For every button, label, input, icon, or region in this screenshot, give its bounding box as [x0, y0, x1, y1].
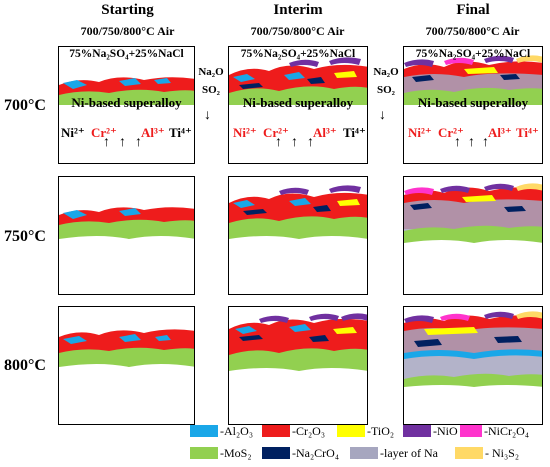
legend-label: -NiCr₂O₄	[484, 423, 530, 438]
panel-starting-750	[58, 176, 195, 295]
up-arrow-1: ↑	[275, 135, 282, 150]
up-arrow-2: ↑	[119, 135, 126, 150]
salt-label: 75%Na₂SO₄+25%NaCl	[415, 48, 531, 60]
column-subtitle-final: 700/750/800°C Air	[425, 24, 520, 38]
up-arrow-3: ↑	[482, 135, 489, 150]
ion-ti: Ti⁴⁺	[343, 125, 366, 140]
legend-item-nio: -NiO	[403, 424, 458, 438]
panel-final-800	[403, 306, 543, 425]
column-title-interim: Interim	[273, 2, 323, 18]
ion-ni: Ni²⁺	[408, 125, 432, 140]
up-arrow-3: ↑	[135, 135, 142, 150]
panel-starting-700: 75%Na₂SO₄+25%NaCl Ni-based superalloy Ni…	[58, 46, 195, 164]
legend-swatch	[190, 447, 218, 459]
legend-swatch	[190, 425, 218, 437]
panel-final-750	[403, 176, 543, 295]
up-arrow-3: ↑	[307, 135, 314, 150]
ion-al: Al³⁺	[141, 125, 165, 140]
alloy-label: Ni-based superalloy	[71, 95, 182, 110]
gas-na2o: Na₂O	[198, 66, 224, 78]
ion-cr: Cr²⁺	[91, 125, 117, 140]
ion-cr: Cr²⁺	[438, 125, 464, 140]
row-label-800: 800°C	[4, 357, 46, 374]
legend-label: -TiO₂	[367, 423, 395, 438]
ion-cr: Cr²⁺	[263, 125, 289, 140]
down-arrow-right: ↓	[379, 108, 386, 123]
legend-label: -NiO	[433, 423, 458, 438]
legend-label: -MoS₂	[220, 445, 252, 460]
ion-al: Al³⁺	[313, 125, 337, 140]
legend-item-al2o3: -Al₂O₃	[190, 424, 253, 438]
column-title-final: Final	[456, 2, 490, 18]
panel-final-700: 75%Na₂SO₄+25%NaCl Ni-based superalloy Ni…	[403, 46, 543, 164]
up-arrow-1: ↑	[103, 135, 110, 150]
alloy-label: Ni-based superalloy	[417, 95, 529, 110]
legend-label: -Cr₂O₃	[292, 423, 326, 438]
legend-item-cr2o3: -Cr₂O₃	[262, 424, 325, 438]
column-subtitle-starting: 700/750/800°C Air	[80, 24, 175, 38]
legend-item-tio2: -TiO₂	[337, 424, 394, 438]
legend-item-mos2: -MoS₂	[190, 446, 252, 460]
panel-interim-700: 75%Na₂SO₄+25%NaCl Ni-based superalloy Ni…	[228, 46, 368, 164]
legend-swatch	[403, 425, 431, 437]
legend-label: -Na₂CrO₄	[292, 445, 340, 460]
ion-ti: Ti⁴⁺	[169, 125, 192, 140]
legend-swatch	[350, 447, 378, 459]
salt-label: 75%Na₂SO₄+25%NaCl	[69, 48, 184, 60]
panel-interim-800	[228, 306, 368, 425]
ion-ni: Ni²⁺	[233, 125, 257, 140]
column-subtitle-interim: 700/750/800°C Air	[250, 24, 345, 38]
legend-item-ni3s2: - Ni₃S₂	[455, 446, 519, 460]
column-title-starting: Starting	[101, 2, 154, 18]
legend-swatch	[460, 425, 482, 437]
legend-item-na2cro4: -Na₂CrO₄	[262, 446, 339, 460]
legend-item-nicr2o4: -NiCr₂O₄	[460, 424, 529, 438]
panel-starting-800	[58, 306, 195, 425]
gas-label-right: Na₂O SO₂	[369, 66, 403, 96]
legend-swatch	[455, 447, 483, 459]
up-arrow-2: ↑	[468, 135, 475, 150]
ion-al: Al³⁺	[488, 125, 512, 140]
gas-na2o: Na₂O	[373, 66, 399, 78]
row-label-700: 700°C	[4, 97, 46, 114]
panel-interim-750	[228, 176, 368, 295]
ion-ni: Ni²⁺	[61, 125, 85, 140]
legend-swatch	[262, 447, 290, 459]
row-label-750: 750°C	[4, 228, 46, 245]
ion-ti: Ti⁴⁺	[516, 125, 539, 140]
up-arrow-2: ↑	[291, 135, 298, 150]
gas-label-left: Na₂O SO₂	[194, 66, 228, 96]
legend-swatch	[337, 425, 365, 437]
down-arrow-left: ↓	[204, 108, 211, 123]
legend-label: -layer of Na	[380, 445, 438, 460]
legend-item-na-layer: -layer of Na	[350, 446, 438, 460]
up-arrow-1: ↑	[454, 135, 461, 150]
alloy-label: Ni-based superalloy	[242, 95, 354, 110]
legend-swatch	[262, 425, 290, 437]
salt-label: 75%Na₂SO₄+25%NaCl	[240, 48, 356, 60]
legend-label: - Ni₃S₂	[485, 445, 520, 460]
gas-so2: SO₂	[202, 84, 220, 96]
legend-label: -Al₂O₃	[220, 423, 254, 438]
gas-so2: SO₂	[377, 84, 395, 96]
